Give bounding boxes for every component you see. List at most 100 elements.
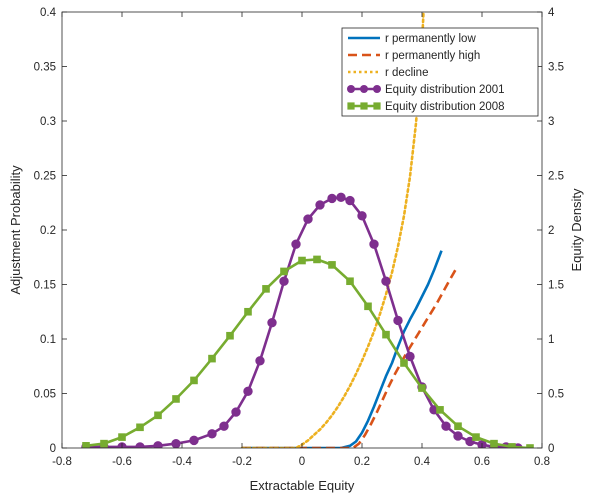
- legend-entry-label: r permanently high: [385, 50, 480, 62]
- data-point: [405, 351, 415, 362]
- legend-entry-label: Equity distribution 2008: [385, 101, 505, 113]
- x-tick-label: 0.2: [354, 456, 370, 468]
- series-line-r-permanently-low: [242, 250, 443, 448]
- data-point: [298, 256, 306, 265]
- data-point: [219, 421, 229, 431]
- data-point: [136, 423, 144, 432]
- data-point: [243, 386, 253, 397]
- data-point: [255, 356, 265, 366]
- data-point: [135, 442, 145, 448]
- data-point: [154, 411, 162, 420]
- data-point: [364, 302, 372, 311]
- data-point: [207, 429, 217, 439]
- y-right-tick-label: 1.5: [548, 280, 564, 292]
- y-right-tick-label: 0.5: [548, 389, 564, 401]
- data-point: [436, 406, 444, 414]
- y-left-tick-label: 0.05: [34, 389, 56, 401]
- data-point: [454, 422, 462, 430]
- legend-box: [341, 27, 539, 117]
- data-point: [381, 276, 391, 286]
- data-point: [172, 395, 180, 403]
- data-point: [280, 267, 288, 276]
- data-point: [345, 195, 355, 206]
- data-point: [418, 384, 426, 392]
- axes-layer: -0.8 -0.6 -0.4 -0.2 0 0.2 0.4 0.6 0.800.050.10.1…: [34, 7, 564, 468]
- data-point: [369, 239, 379, 249]
- y-axis-right-label: Equity Density: [569, 188, 584, 272]
- data-point: [490, 439, 498, 448]
- series-line-r-decline: [240, 12, 425, 448]
- data-point: [291, 239, 301, 249]
- data-point: [400, 359, 408, 367]
- x-tick-label: -0.2: [232, 456, 252, 468]
- x-tick-label: 0: [299, 456, 305, 468]
- legend-swatch-marker: [360, 102, 368, 110]
- data-point: [357, 211, 367, 221]
- data-point: [244, 307, 252, 316]
- x-tick-label: 0.6: [474, 456, 490, 468]
- data-point: [315, 200, 325, 210]
- data-point: [336, 192, 346, 203]
- legend-entry-label: Equity distribution 2001: [385, 84, 505, 96]
- y-right-tick-label: 3.5: [548, 62, 564, 74]
- legend-swatch-marker: [360, 85, 368, 93]
- data-point: [393, 315, 403, 326]
- legend-swatch-marker: [347, 102, 355, 110]
- x-tick-label: -0.6: [112, 456, 132, 468]
- series-r-permanently-low: [242, 250, 443, 448]
- data-point: [226, 331, 234, 340]
- series-line-r-permanently-high: [242, 267, 458, 448]
- x-tick-label: 0.8: [534, 456, 550, 468]
- legend-entry-label: r permanently low: [385, 33, 476, 45]
- data-point: [190, 376, 198, 385]
- y-right-tick-label: 0: [548, 443, 554, 455]
- y-right-tick-label: 2.5: [548, 171, 564, 183]
- data-point: [279, 276, 289, 286]
- data-point: [208, 354, 216, 363]
- y-left-tick-label: 0.15: [34, 280, 56, 292]
- legend-swatch-marker: [347, 85, 355, 93]
- y-left-tick-label: 0.1: [40, 334, 56, 346]
- data-point: [465, 436, 475, 447]
- legend-swatch-marker: [373, 102, 381, 110]
- data-point: [171, 438, 181, 448]
- data-point: [189, 435, 199, 446]
- x-tick-label: -0.8: [52, 456, 72, 468]
- legend-swatch-marker: [373, 85, 381, 93]
- y-right-tick-label: 4: [548, 7, 555, 19]
- x-tick-label: -0.4: [172, 456, 192, 468]
- data-point: [453, 431, 463, 441]
- data-point: [262, 285, 270, 293]
- y-axis-left-label: Adjustment Probability: [8, 165, 23, 295]
- y-left-tick-label: 0.2: [40, 225, 56, 237]
- data-point: [526, 444, 534, 448]
- data-point: [118, 433, 126, 441]
- data-point: [472, 433, 480, 441]
- x-tick-label: 0.4: [414, 456, 431, 468]
- legend-entry-label: r decline: [385, 67, 428, 79]
- data-point: [328, 261, 336, 269]
- data-point: [303, 214, 313, 224]
- y-left-tick-label: 0.35: [34, 62, 56, 74]
- data-point: [313, 255, 321, 264]
- data-point: [231, 407, 241, 417]
- data-point: [441, 421, 451, 431]
- y-left-tick-label: 0.25: [34, 171, 56, 183]
- legend: r permanently low r permanently high r dec…: [341, 27, 539, 117]
- x-axis-label: Extractable Equity: [250, 478, 355, 493]
- data-point: [346, 277, 354, 286]
- series-layer: [81, 12, 534, 448]
- data-point: [82, 442, 90, 448]
- y-right-tick-label: 3: [548, 116, 554, 128]
- data-point: [327, 193, 337, 204]
- data-point: [508, 443, 516, 448]
- data-point: [100, 439, 108, 448]
- data-point: [153, 441, 163, 448]
- series-line-equity-distribution-2001: [86, 196, 519, 448]
- y-right-tick-label: 1: [548, 334, 554, 346]
- series-equity-distribution-2008: [82, 255, 534, 448]
- series-r-permanently-high: [242, 267, 458, 448]
- y-left-tick-label: 0: [50, 443, 56, 455]
- data-point: [267, 317, 277, 328]
